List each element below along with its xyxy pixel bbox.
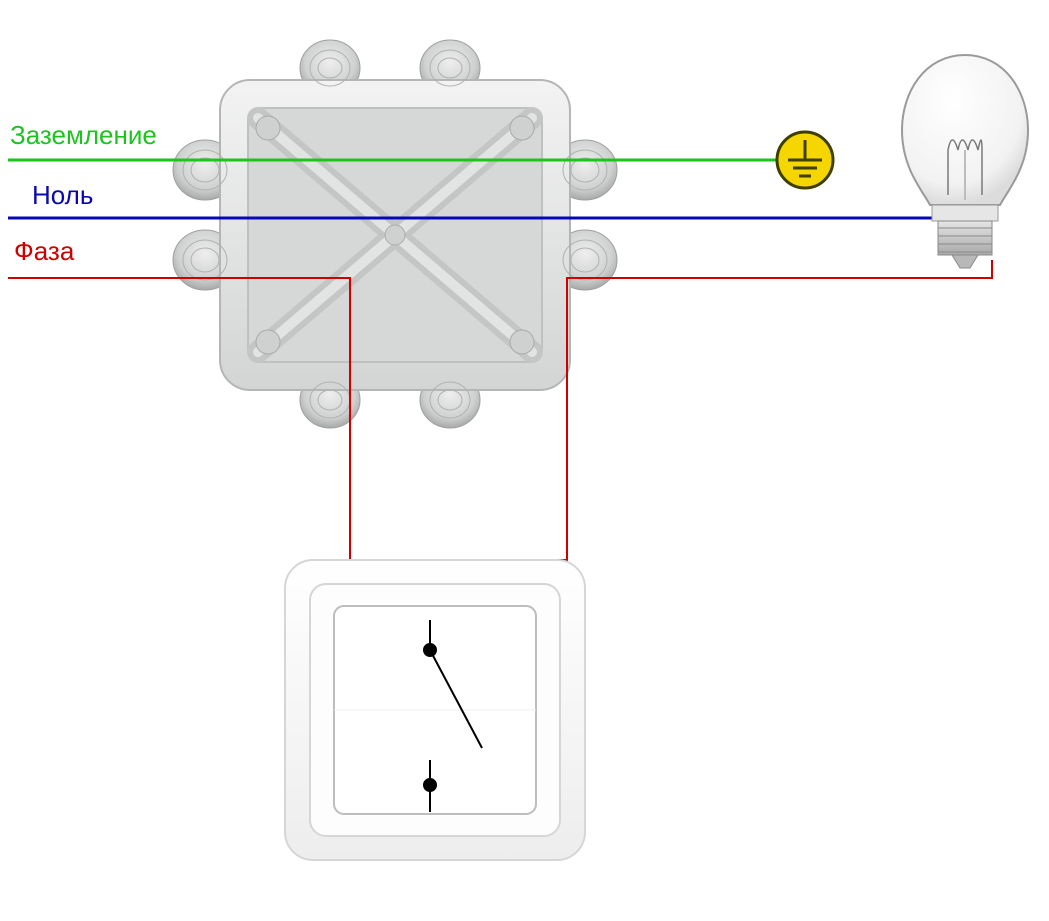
switch-schematic-icon [424, 620, 482, 812]
diagram-canvas [0, 0, 1049, 921]
label-phase: Фаза [14, 236, 74, 267]
wall-switch [285, 560, 585, 860]
wire-phase-in [8, 278, 430, 838]
light-bulb-icon [902, 55, 1028, 268]
ground-symbol-icon [777, 132, 833, 188]
label-ground: Заземление [10, 120, 157, 151]
junction-box [173, 40, 617, 428]
wire-phase-out [430, 260, 992, 638]
label-neutral: Ноль [32, 180, 93, 211]
